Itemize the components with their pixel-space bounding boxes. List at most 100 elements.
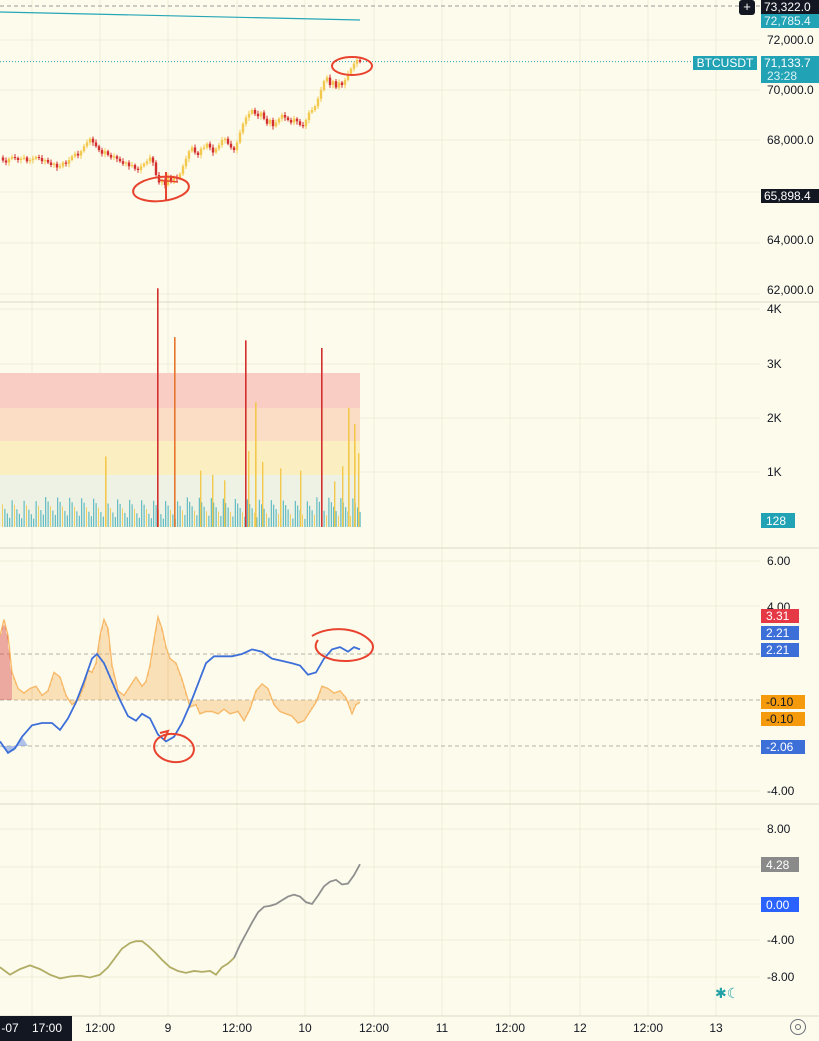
price-scale-label: 72,000.0 [767,33,814,47]
candle-body [124,162,128,164]
volume-bar [136,513,138,527]
candle-body [286,117,290,120]
volume-bar [194,510,195,527]
volume-bar [290,514,291,527]
volume-bar [54,514,56,527]
candle-body [310,110,314,113]
volume-bar [191,506,193,527]
volume-bar [95,503,97,527]
add-alert-plus-icon[interactable]: + [739,0,755,15]
macd-tag-orange-1-bg [761,695,805,709]
volume-bar [261,504,263,527]
volume-bar [141,500,143,527]
volume-band-peach [0,408,360,441]
time-axis-label: 12:00 [85,1021,115,1035]
volume-bar [210,498,212,527]
volume-bar [326,515,327,527]
candle-body [262,112,266,119]
volume-bar [338,515,339,527]
volume-bar [345,507,347,527]
volume-bar [26,505,27,527]
candle-body [7,158,11,163]
volume-bar [52,510,54,527]
volume-bar [114,516,116,527]
volume-bar [35,501,37,527]
osc-scale-label: -4.00 [767,933,795,947]
volume-scale-label: 2K [767,411,782,425]
candle-body [283,115,287,118]
volume-bar [100,512,102,527]
volume-bar [350,516,351,527]
candle-body [55,163,59,168]
candle-body [85,142,89,147]
volume-bar [98,507,99,527]
macd-blue-line [0,646,361,755]
volume-bar [297,505,299,527]
symbol-price-tag[interactable]: BTCUSDT [693,56,757,70]
candle-body [127,162,131,167]
price-scale-label: 68,000.0 [767,133,814,147]
volume-bar [306,501,308,527]
volume-bar [148,513,150,527]
volume-bar [352,498,354,527]
volume-bar [122,508,123,527]
candle-body [316,98,320,107]
volume-bar [314,514,315,527]
candle-body [28,160,32,162]
volume-bar [155,505,157,527]
volume-bar [230,512,231,527]
candle-body [289,120,293,123]
candle-body [253,110,257,114]
theme-moon-icon[interactable]: ✱☾ [715,985,740,1001]
macd-tag-orange-2-bg [761,712,805,726]
candle-body [160,180,164,183]
volume-bar [357,507,359,527]
volume-bar [47,501,49,527]
candle-body [244,117,248,124]
volume-spike-bar [174,337,176,527]
candle-body [214,148,218,153]
volume-bar [146,509,147,527]
osc-tag-blue-bg [761,897,799,912]
volume-bar [126,517,128,527]
volume-bar [124,512,126,527]
volume-bar [18,513,20,527]
candle-body [172,177,176,182]
volume-bar [287,509,289,527]
osc-tag-grey-bg [761,857,799,872]
volume-bar-orange [248,451,250,527]
volume-bar [153,500,155,527]
osc-grey-line [233,863,361,959]
volume-bar-orange [334,481,336,527]
time-axis-label: 12:00 [359,1021,389,1035]
volume-bar [6,513,8,527]
volume-bar [278,513,279,527]
candle-body [226,138,230,144]
osc-tag-blue: 0.00 [766,898,790,912]
candle-body [115,156,119,159]
candle-body [340,82,344,85]
candle-body [34,157,38,159]
volume-bar [201,502,203,527]
candle-body [64,162,68,164]
candle-body [82,146,86,152]
volume-bar [177,501,179,527]
volume-bar [198,497,200,527]
candle-body [211,147,215,153]
volume-bar [138,517,140,527]
volume-bar-orange [200,470,202,527]
price-scale-label: 70,000.0 [767,83,814,97]
volume-bar [4,508,6,527]
candle-body [187,151,191,159]
time-axis-label: 12:00 [633,1021,663,1035]
volume-bar [162,518,164,527]
volume-bar [33,518,35,527]
volume-bar [309,505,311,527]
settings-gear-icon[interactable] [790,1019,806,1035]
annotation-macd-low-arrow [159,729,170,741]
macd-tag-orange-2: -0.10 [766,712,794,726]
candle-body [319,90,323,99]
candle-body [220,140,224,145]
volume-bar [268,517,270,527]
